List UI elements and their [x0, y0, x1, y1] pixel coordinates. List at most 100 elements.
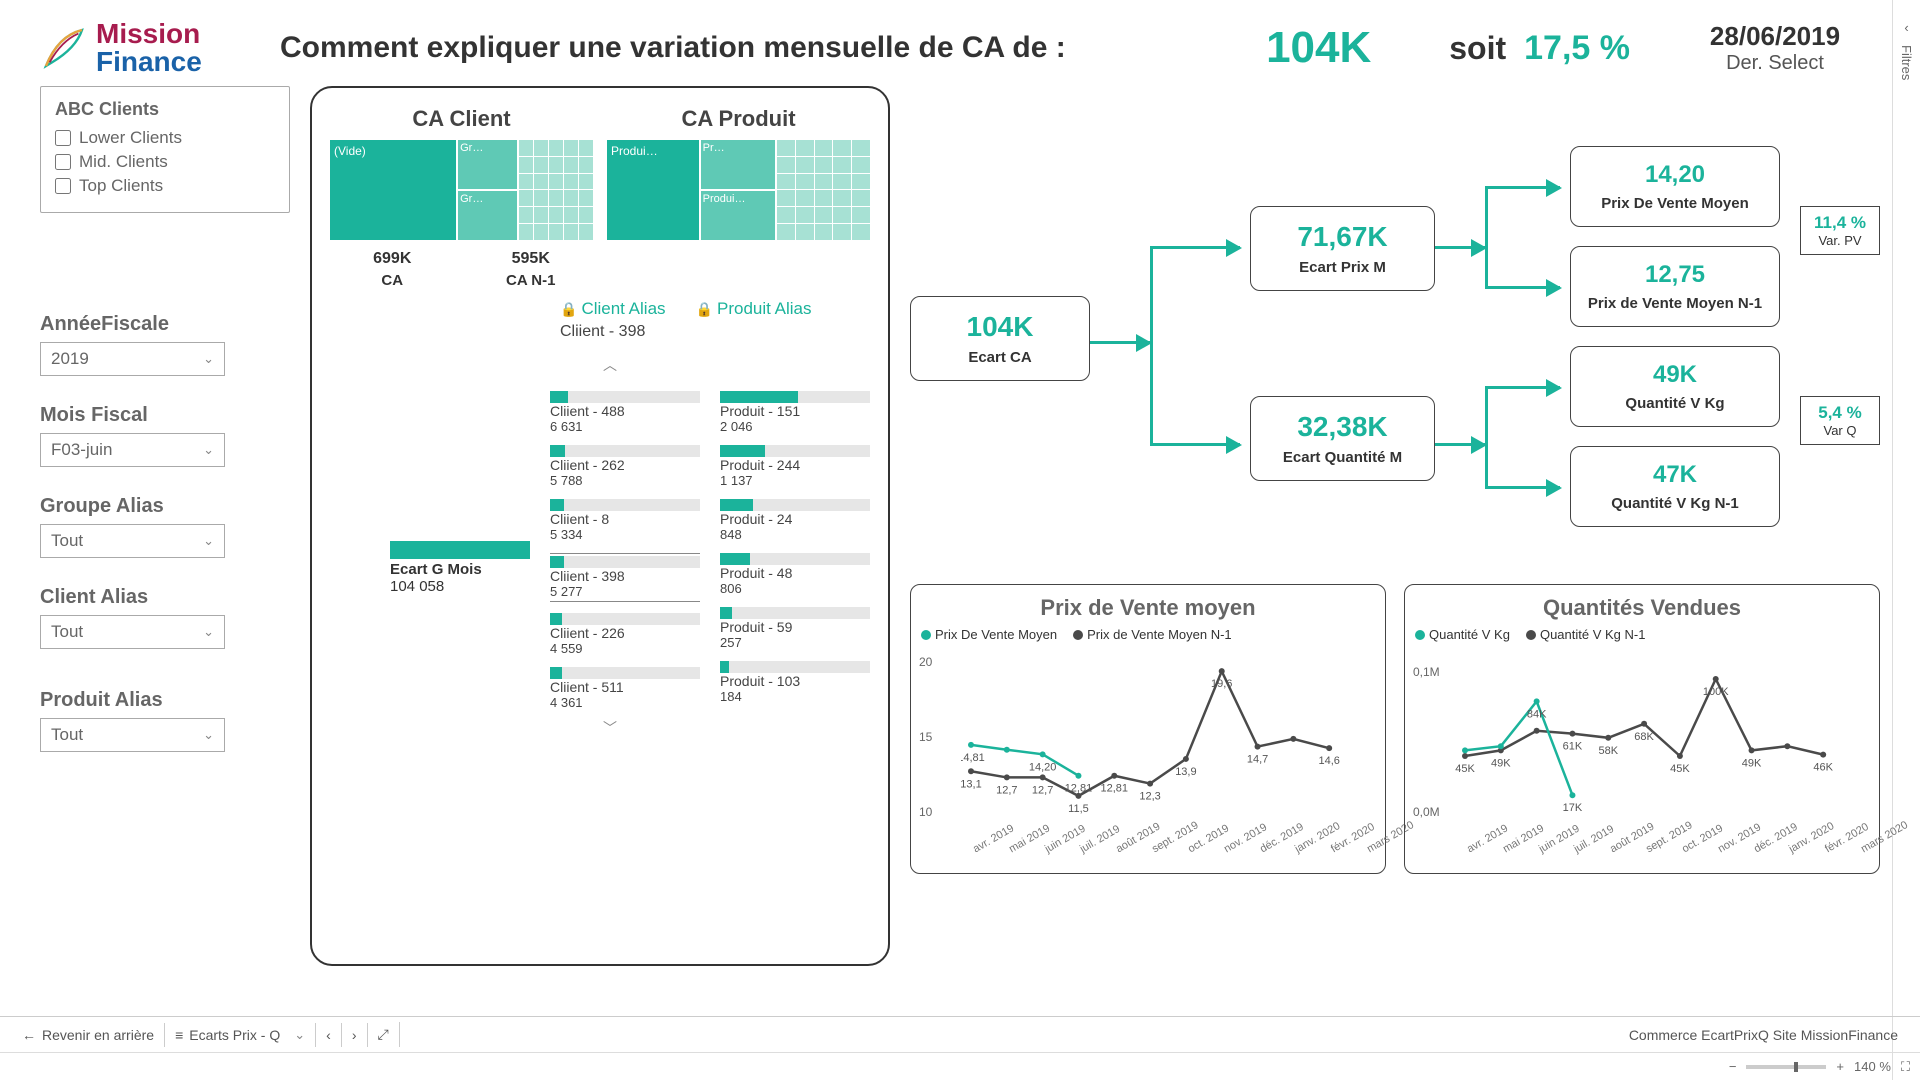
slicer-dropdown[interactable]: 2019⌄ [40, 342, 225, 376]
treemap-cell[interactable] [777, 140, 795, 156]
treemap-cell[interactable] [564, 140, 578, 156]
treemap-cell[interactable] [777, 207, 795, 223]
checkbox-icon[interactable] [55, 130, 71, 146]
treemap-cell[interactable] [534, 140, 548, 156]
treemap-cell[interactable] [852, 190, 870, 206]
treemap-cell[interactable]: Gr… [458, 191, 517, 240]
nav-next-button[interactable]: › [342, 1023, 368, 1047]
treemap-cell[interactable] [815, 207, 833, 223]
decomp-node[interactable]: Cliient - 5114 361 [550, 667, 700, 710]
treemap-cell[interactable] [852, 140, 870, 156]
treemap-small-cells[interactable] [519, 140, 593, 240]
treemap-cell[interactable] [833, 140, 851, 156]
treemap-cell[interactable] [796, 174, 814, 190]
treemap-cell[interactable] [852, 224, 870, 240]
treemap-cell[interactable] [534, 174, 548, 190]
treemap-cell[interactable] [852, 207, 870, 223]
treemap-cell[interactable] [777, 224, 795, 240]
decomp-node[interactable]: Cliient - 3985 277 [550, 553, 700, 602]
abc-clients-slicer[interactable]: ABC Clients Lower ClientsMid. ClientsTop… [40, 86, 290, 213]
treemap-cell[interactable] [833, 207, 851, 223]
slicer-dropdown[interactable]: Tout⌄ [40, 524, 225, 558]
slicer-dropdown[interactable]: F03-juin⌄ [40, 433, 225, 467]
treemap-cell[interactable] [549, 224, 563, 240]
zoom-out-button[interactable]: − [1729, 1059, 1737, 1074]
zoom-in-button[interactable]: + [1836, 1059, 1844, 1074]
treemap-cell[interactable] [579, 157, 593, 173]
treemap-cell[interactable] [519, 224, 533, 240]
treemap-cell[interactable] [852, 174, 870, 190]
treemap-cell[interactable] [564, 207, 578, 223]
treemap-cell[interactable] [852, 157, 870, 173]
treemap-cell[interactable] [833, 190, 851, 206]
produit-alias-header[interactable]: 🔒Produit Alias [696, 299, 812, 319]
treemap-cell[interactable] [815, 174, 833, 190]
back-button[interactable]: ←Revenir en arrière [12, 1023, 165, 1047]
treemap-cell[interactable] [564, 190, 578, 206]
treemap-cell[interactable] [815, 140, 833, 156]
treemap-cell[interactable] [796, 140, 814, 156]
scroll-up-icon[interactable]: ︿ [580, 347, 640, 383]
treemap-cell[interactable] [564, 157, 578, 173]
treemap-ca-produit[interactable]: Produi… Pr…Produi… [607, 140, 870, 240]
decomp-node[interactable]: Produit - 24848 [720, 499, 870, 542]
treemap-cell[interactable] [777, 174, 795, 190]
chart-prix-vente[interactable]: Prix de Vente moyen Prix De Vente Moyen … [910, 584, 1386, 874]
treemap-cell[interactable] [549, 207, 563, 223]
slicer-dropdown[interactable]: Tout⌄ [40, 718, 225, 752]
decomp-node[interactable]: Cliient - 2625 788 [550, 445, 700, 488]
treemap-cell[interactable] [534, 157, 548, 173]
decomp-node[interactable]: Produit - 48806 [720, 553, 870, 596]
checkbox-icon[interactable] [55, 154, 71, 170]
treemap-cell[interactable] [833, 157, 851, 173]
filters-pane-collapsed[interactable]: ‹ Filtres [1892, 0, 1920, 1080]
treemap-cell[interactable] [579, 207, 593, 223]
treemap-cell[interactable] [564, 174, 578, 190]
treemap-cell[interactable] [579, 190, 593, 206]
collapse-button[interactable]: ⤢ [368, 1022, 400, 1047]
treemap-cell[interactable]: (Vide) [330, 140, 456, 240]
nav-prev-button[interactable]: ‹ [316, 1023, 342, 1047]
treemap-cell[interactable] [796, 157, 814, 173]
treemap-cell[interactable] [564, 224, 578, 240]
treemap-cell[interactable] [549, 174, 563, 190]
abc-checkbox[interactable]: Mid. Clients [55, 152, 275, 172]
checkbox-icon[interactable] [55, 178, 71, 194]
treemap-cell[interactable] [579, 224, 593, 240]
treemap-cell[interactable] [519, 157, 533, 173]
treemap-cell[interactable] [796, 207, 814, 223]
treemap-cell[interactable] [519, 190, 533, 206]
abc-checkbox[interactable]: Top Clients [55, 176, 275, 196]
decomposition-tree[interactable]: Ecart G Mois 104 058 Cliient - 4886 631C… [330, 391, 870, 710]
treemap-cell[interactable] [833, 174, 851, 190]
abc-checkbox[interactable]: Lower Clients [55, 128, 275, 148]
treemap-cell[interactable] [815, 224, 833, 240]
treemap-cell[interactable] [534, 224, 548, 240]
decomp-node[interactable]: Produit - 103184 [720, 661, 870, 704]
treemap-ca-client[interactable]: (Vide) Gr…Gr… [330, 140, 593, 240]
treemap-cell[interactable] [777, 157, 795, 173]
treemap-cell[interactable] [579, 174, 593, 190]
decomp-node[interactable]: Produit - 2441 137 [720, 445, 870, 488]
treemap-cell[interactable] [777, 190, 795, 206]
decomp-node[interactable]: Cliient - 85 334 [550, 499, 700, 542]
decomp-node[interactable]: Produit - 1512 046 [720, 391, 870, 434]
root-bar[interactable] [390, 541, 530, 559]
treemap-cell[interactable] [796, 224, 814, 240]
scroll-down-icon[interactable]: ﹀ [580, 710, 640, 746]
treemap-cell[interactable] [815, 157, 833, 173]
treemap-cell[interactable] [534, 207, 548, 223]
fit-button[interactable]: ⛶ [1901, 1059, 1910, 1075]
treemap-cell[interactable] [549, 157, 563, 173]
treemap-cell[interactable] [833, 224, 851, 240]
treemap-cell[interactable] [549, 140, 563, 156]
treemap-cell[interactable] [579, 140, 593, 156]
treemap-cell[interactable] [519, 174, 533, 190]
decomp-node[interactable]: Cliient - 4886 631 [550, 391, 700, 434]
treemap-cell[interactable]: Pr… [701, 140, 775, 189]
treemap-cell[interactable] [534, 190, 548, 206]
tab-button[interactable]: ≡Ecarts Prix - Q⌄ [165, 1023, 316, 1047]
client-alias-header[interactable]: 🔒Client Alias [560, 299, 666, 319]
zoom-slider[interactable] [1746, 1065, 1826, 1069]
treemap-cell[interactable]: Produi… [701, 191, 775, 240]
